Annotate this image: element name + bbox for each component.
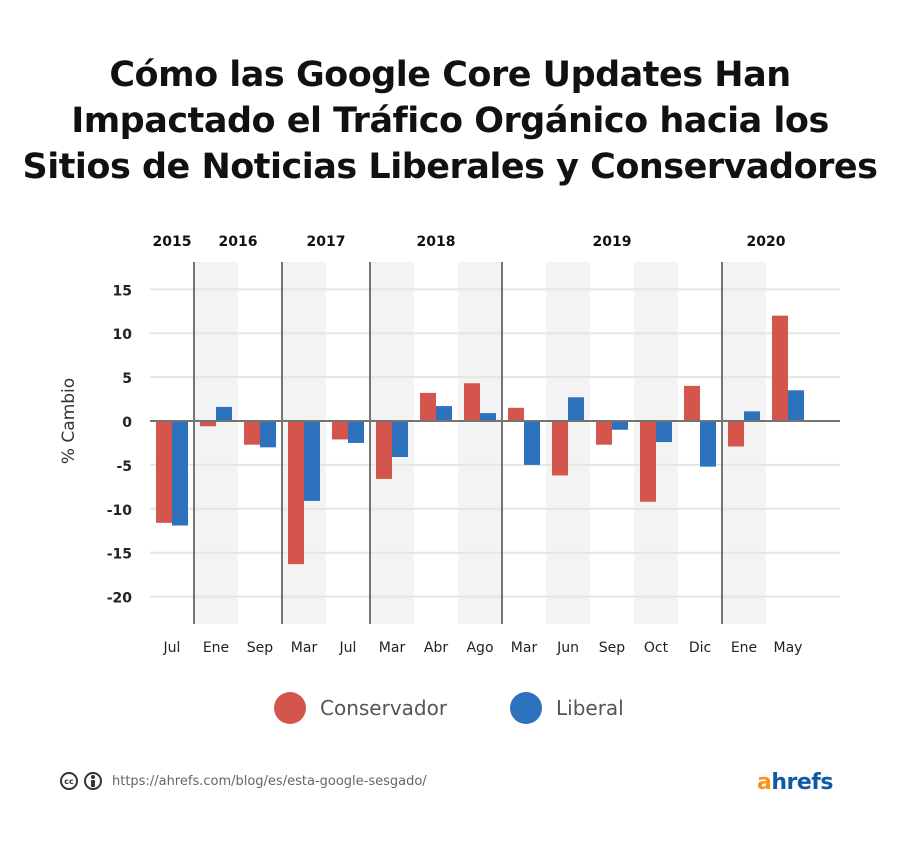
y-tick-label: 0 xyxy=(122,415,132,431)
year-label: 2018 xyxy=(417,234,456,250)
x-tick-label: Jun xyxy=(556,640,579,656)
x-tick-label: Ene xyxy=(731,640,757,656)
bar-liberal xyxy=(172,421,188,526)
y-tick-label: -20 xyxy=(107,591,133,607)
x-tick-label: Ago xyxy=(466,640,493,656)
shaded-bands xyxy=(194,262,766,624)
bar-conservador xyxy=(728,421,744,447)
y-tick-label: -5 xyxy=(116,459,132,475)
source-url[interactable]: https://ahrefs.com/blog/es/esta-google-s… xyxy=(112,773,427,789)
x-tick-label: Abr xyxy=(424,640,448,656)
bar-liberal xyxy=(392,421,408,457)
gridlines xyxy=(150,288,840,598)
attribution-icon xyxy=(84,772,102,790)
year-label: 2020 xyxy=(747,234,786,250)
bar-conservador xyxy=(376,421,392,479)
bar-conservador xyxy=(156,421,172,523)
bar-conservador xyxy=(684,385,700,421)
y-tick-label: 15 xyxy=(113,283,132,299)
legend-swatch-liberal xyxy=(510,692,542,724)
bar-conservador xyxy=(640,421,656,502)
x-tick-label: Mar xyxy=(511,640,538,656)
bar-liberal xyxy=(480,413,496,421)
bar-conservador xyxy=(244,421,260,445)
title-line-1: Cómo las Google Core Updates Han xyxy=(109,55,791,95)
year-label: 2016 xyxy=(219,234,258,250)
y-tick-label: 10 xyxy=(113,327,133,343)
bar-conservador xyxy=(772,315,788,421)
chart-title: Cómo las Google Core Updates Han Impacta… xyxy=(0,52,900,190)
logo-a: a xyxy=(757,770,772,795)
bar-conservador xyxy=(552,421,568,476)
legend-item-conservador[interactable]: Conservador xyxy=(274,692,447,724)
logo-rest: hrefs xyxy=(771,770,833,795)
year-label: 2017 xyxy=(307,234,346,250)
bar-conservador xyxy=(508,407,524,421)
bar-liberal xyxy=(568,397,584,421)
shaded-band xyxy=(194,262,238,624)
legend-label-liberal: Liberal xyxy=(556,696,624,720)
legend-item-liberal[interactable]: Liberal xyxy=(510,692,624,724)
bars xyxy=(156,315,804,565)
bar-conservador xyxy=(596,421,612,445)
shaded-band xyxy=(458,262,502,624)
bar-liberal xyxy=(612,421,628,430)
bar-liberal xyxy=(744,411,760,421)
y-tick-label: -10 xyxy=(107,503,133,519)
bar-conservador xyxy=(420,392,436,421)
legend: Conservador Liberal xyxy=(0,692,900,726)
ahrefs-logo: ahrefs xyxy=(757,770,833,795)
bar-liberal xyxy=(656,421,672,443)
bar-liberal xyxy=(216,406,232,421)
x-tick-label: May xyxy=(774,640,803,656)
year-label: 2015 xyxy=(153,234,192,250)
x-tick-label: Mar xyxy=(291,640,318,656)
creative-commons-icon: cc xyxy=(60,772,78,790)
y-tick-label: 5 xyxy=(122,371,132,387)
legend-label-conservador: Conservador xyxy=(320,696,448,720)
bar-liberal xyxy=(348,421,364,443)
bar-conservador xyxy=(288,421,304,565)
year-labels: 2015 2016 2017 2018 2019 2020 xyxy=(153,234,786,250)
bar-liberal xyxy=(304,421,320,501)
x-tick-labels: Jul Ene Sep Mar Jul Mar Abr Ago Mar Jun Sep Oct Dic E… xyxy=(163,640,803,656)
bar-liberal xyxy=(436,406,452,421)
bar-conservador xyxy=(332,421,348,440)
bar-liberal xyxy=(524,421,540,465)
bar-liberal xyxy=(700,421,716,467)
y-tick-label: -15 xyxy=(107,547,132,563)
bar-liberal xyxy=(260,421,276,448)
x-tick-label: Ene xyxy=(203,640,229,656)
x-tick-label: Jul xyxy=(163,640,181,656)
bar-conservador xyxy=(200,421,216,427)
x-tick-label: Oct xyxy=(644,640,669,656)
x-tick-label: Dic xyxy=(689,640,711,656)
year-separators xyxy=(193,262,723,624)
y-axis-label: % Cambio xyxy=(59,378,79,464)
footer: cc https://ahrefs.com/blog/es/esta-googl… xyxy=(60,772,427,790)
title-line-3: Sitios de Noticias Liberales y Conservad… xyxy=(22,147,878,187)
y-tick-labels: 15 10 5 0 -5 -10 -15 -20 xyxy=(107,283,133,606)
title-line-2: Impactado el Tráfico Orgánico hacia los xyxy=(71,101,829,141)
bar-conservador xyxy=(464,383,480,421)
x-tick-label: Sep xyxy=(599,640,626,656)
legend-swatch-conservador xyxy=(274,692,306,724)
x-tick-label: Sep xyxy=(247,640,274,656)
year-label: 2019 xyxy=(593,234,632,250)
bar-liberal xyxy=(788,390,804,421)
x-tick-label: Mar xyxy=(379,640,406,656)
x-tick-label: Jul xyxy=(339,640,357,656)
